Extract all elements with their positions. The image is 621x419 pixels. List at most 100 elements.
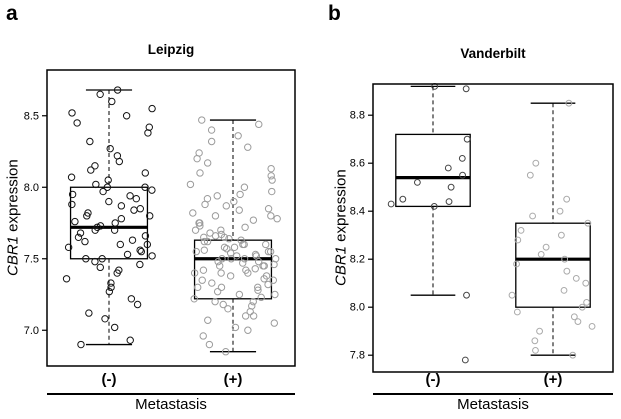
data-point: [96, 263, 104, 272]
data-point: [532, 347, 539, 354]
data-point: [216, 262, 224, 270]
data-point: [81, 237, 89, 246]
data-point: [107, 279, 115, 287]
data-point: [565, 99, 573, 107]
y-tick-label: 7.8: [350, 350, 365, 362]
boxplot-leipzig: 7.0 7.5 8.0 8.5: [24, 69, 296, 367]
data-point: [563, 195, 571, 203]
data-point: [85, 309, 93, 317]
data-point: [189, 209, 197, 217]
data-point: [130, 206, 138, 214]
data-point: [264, 280, 272, 289]
y-tick-label: 8.8: [350, 110, 365, 122]
y-tick-label: 8.5: [24, 110, 39, 122]
x-axis-line-b: [373, 393, 613, 395]
data-point: [196, 169, 204, 177]
data-point: [237, 236, 245, 244]
y-tick-label: 8.4: [350, 206, 365, 218]
data-point: [207, 126, 216, 134]
data-point: [584, 219, 592, 227]
data-point: [531, 337, 539, 345]
data-point: [105, 197, 113, 206]
data-point: [578, 303, 586, 311]
data-point: [68, 190, 77, 199]
data-point: [231, 323, 240, 332]
data-point: [240, 183, 249, 191]
data-point: [537, 251, 545, 258]
iqr-box: [395, 133, 471, 208]
iqr-box: [515, 222, 591, 308]
data-point: [71, 217, 79, 226]
data-point: [148, 104, 156, 113]
data-point: [190, 269, 199, 277]
data-point: [117, 215, 126, 223]
data-point: [508, 291, 516, 299]
data-point: [211, 212, 220, 220]
data-point: [77, 340, 85, 349]
x-tick-negative-b: (-): [425, 371, 441, 388]
data-point: [262, 240, 270, 249]
data-point: [199, 266, 208, 274]
data-point: [232, 252, 241, 260]
data-point: [117, 202, 126, 210]
data-point: [269, 276, 277, 284]
data-point: [249, 297, 257, 306]
data-point: [191, 226, 200, 234]
data-point: [430, 202, 438, 210]
panel-a-title: Leipzig: [147, 42, 195, 57]
data-point: [73, 119, 81, 127]
data-point: [572, 275, 580, 282]
data-point: [259, 262, 267, 270]
data-point: [92, 180, 100, 189]
data-point: [264, 205, 273, 213]
boxplot-vanderbilt: 7.8 8.0 8.2 8.4 8.6 8.8: [350, 82, 614, 373]
data-point: [133, 300, 142, 309]
data-point: [387, 200, 395, 208]
data-point: [244, 143, 252, 151]
data-point: [208, 279, 216, 287]
data-point: [107, 283, 115, 292]
data-point: [143, 240, 152, 249]
data-point: [267, 172, 275, 180]
data-point: [192, 247, 200, 256]
data-point: [116, 240, 125, 249]
data-point: [267, 164, 275, 173]
data-point: [268, 187, 276, 196]
data-point: [583, 299, 590, 306]
data-point: [526, 171, 534, 179]
data-point: [206, 229, 214, 237]
data-point: [570, 313, 578, 321]
data-point: [254, 283, 262, 292]
data-point: [267, 212, 275, 220]
plot-border: [372, 83, 614, 373]
data-point: [268, 176, 276, 184]
x-tick-positive-b: (+): [543, 371, 563, 388]
data-point: [105, 287, 114, 296]
data-point: [224, 305, 232, 313]
data-point: [91, 257, 99, 266]
data-point: [115, 266, 123, 274]
data-point: [200, 237, 209, 246]
data-point: [239, 259, 247, 267]
x-axis-label-a: Metastasis: [135, 396, 207, 413]
data-point: [561, 255, 569, 263]
data-point: [108, 97, 116, 106]
data-point: [271, 290, 279, 299]
x-tick-negative-a: (-): [101, 371, 117, 388]
data-point: [211, 297, 219, 306]
data-point: [252, 252, 261, 260]
data-point: [251, 265, 259, 273]
data-point: [68, 200, 76, 209]
data-point: [86, 137, 94, 146]
data-point: [273, 215, 281, 223]
data-point: [62, 275, 71, 283]
data-point: [529, 212, 536, 220]
data-point: [556, 207, 564, 215]
data-point: [249, 312, 258, 320]
data-point: [137, 247, 146, 256]
data-point: [200, 233, 208, 242]
data-point: [219, 300, 227, 309]
data-point: [461, 356, 469, 364]
data-point: [463, 291, 470, 299]
